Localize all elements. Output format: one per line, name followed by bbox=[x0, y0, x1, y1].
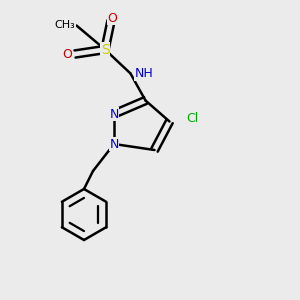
Text: O: O bbox=[62, 47, 72, 61]
Text: Cl: Cl bbox=[186, 112, 198, 125]
Text: O: O bbox=[108, 11, 117, 25]
Text: NH: NH bbox=[135, 67, 154, 80]
Text: S: S bbox=[100, 43, 109, 56]
Text: N: N bbox=[109, 137, 119, 151]
Text: N: N bbox=[109, 107, 119, 121]
Text: CH₃: CH₃ bbox=[54, 20, 75, 31]
